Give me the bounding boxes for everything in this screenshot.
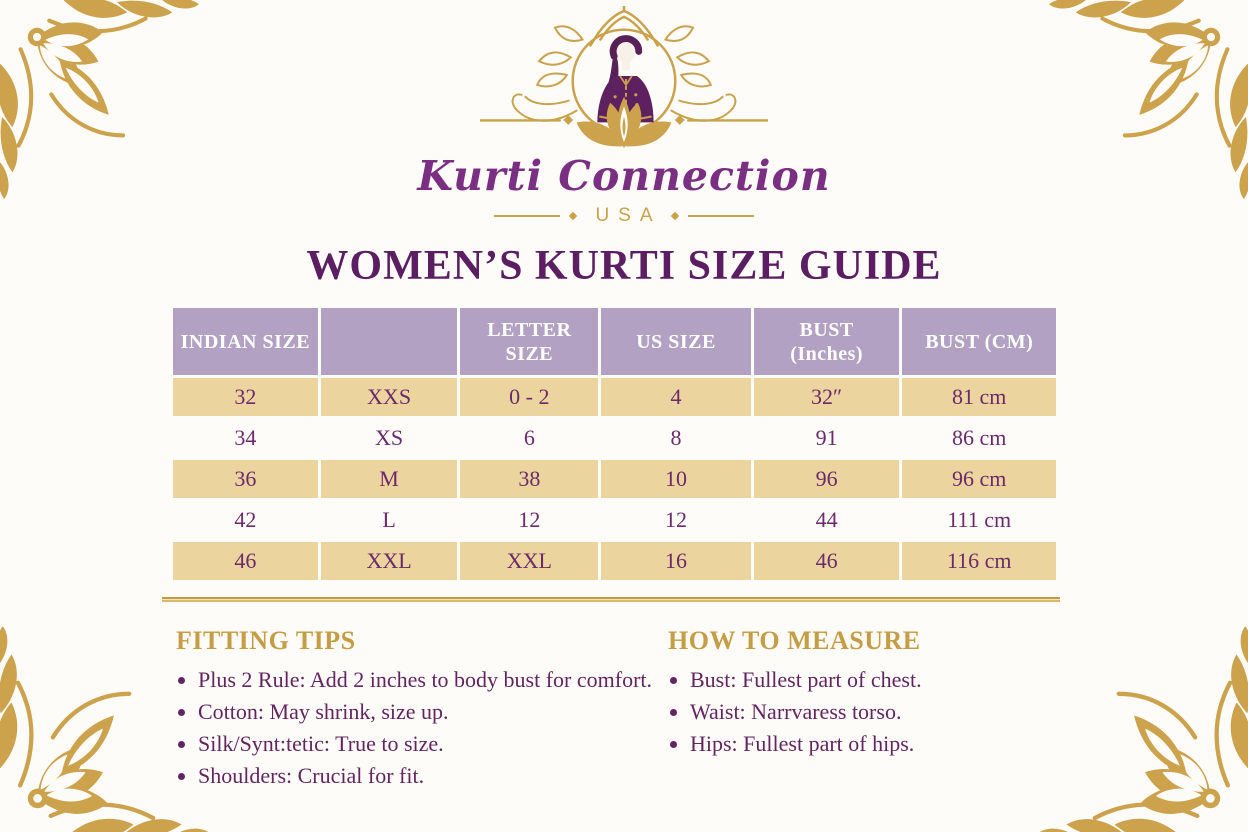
table-cell: L xyxy=(382,507,396,532)
brand-emblem-icon xyxy=(479,6,769,149)
fitting-tips-list: Plus 2 Rule: Add 2 inches to body bust f… xyxy=(176,664,662,792)
table-header-row: INDIAN SIZE LETTER SIZE US SIZE BUST (In… xyxy=(173,308,1056,375)
table-row: 36 M 38 10 96 96 cm xyxy=(173,460,1056,498)
table-cell: 46 xyxy=(753,542,900,580)
table-cell: 32″ xyxy=(753,378,900,416)
column-header-us-size: US SIZE xyxy=(601,308,751,375)
table-cell: 44 xyxy=(815,507,838,532)
table-cell: 4 xyxy=(601,378,751,416)
how-to-measure-heading: HOW TO MEASURE xyxy=(668,626,921,655)
floral-corner-icon xyxy=(0,0,199,199)
table-cell: 42 xyxy=(234,507,257,532)
page-title: WOMEN’S KURTI SIZE GUIDE xyxy=(306,243,942,289)
table-cell: 46 xyxy=(173,542,318,580)
table-cell: 81 cm xyxy=(902,378,1056,416)
diamond-icon xyxy=(670,211,679,221)
divider-line-left xyxy=(494,215,561,217)
table-cell: 10 xyxy=(601,460,751,498)
table-cell: 34 xyxy=(234,425,257,450)
column-header-letter-size: LETTER SIZE xyxy=(460,308,599,375)
table-cell: 111 cm xyxy=(947,507,1012,532)
section-divider xyxy=(162,597,1060,602)
column-header-bust-cm: BUST (CM) xyxy=(902,308,1056,375)
list-item: Silk/Synt:tetic: True to size. xyxy=(198,728,662,760)
table-cell: 38 xyxy=(460,460,599,498)
brand-name: Kurti Connection xyxy=(417,152,831,200)
floral-corner-ornament-top-left xyxy=(0,0,201,201)
column-header-bust-inches: BUST (Inches) xyxy=(753,308,900,375)
column-header-indian-size: INDIAN SIZE xyxy=(173,308,318,375)
table-cell: M xyxy=(320,460,458,498)
table-cell: 16 xyxy=(601,542,751,580)
table-cell: 116 cm xyxy=(902,542,1056,580)
table-cell: XXL xyxy=(460,542,599,580)
fitting-tips-heading: FITTING TIPS xyxy=(176,626,356,655)
table-cell: 86 cm xyxy=(952,425,1007,450)
table-cell: 8 xyxy=(670,425,682,450)
table-cell: 6 xyxy=(523,425,535,450)
brand-region-row: USA xyxy=(344,205,904,227)
table-cell: 36 xyxy=(173,460,318,498)
table-row: 42 L 12 12 44 111 cm xyxy=(173,501,1056,539)
table-cell: 12 xyxy=(518,507,541,532)
floral-corner-ornament-top-right xyxy=(1047,0,1248,201)
list-item: Waist: Narrvaress torso. xyxy=(690,696,1098,728)
list-item: Plus 2 Rule: Add 2 inches to body bust f… xyxy=(198,664,662,696)
list-item: Cotton: May shrink, size up. xyxy=(198,696,662,728)
table-cell: 32 xyxy=(173,378,318,416)
list-item: Shoulders: Crucial for fit. xyxy=(198,760,662,792)
floral-corner-icon xyxy=(1049,0,1248,199)
size-table: INDIAN SIZE LETTER SIZE US SIZE BUST (In… xyxy=(173,308,1056,580)
table-cell: XXL xyxy=(320,542,458,580)
how-to-measure-section: HOW TO MEASURE Bust: Fullest part of che… xyxy=(668,626,1098,760)
list-item: Hips: Fullest part of hips. xyxy=(690,728,1098,760)
table-cell: 0 - 2 xyxy=(460,378,599,416)
table-cell: 91 xyxy=(815,425,838,450)
diamond-icon xyxy=(569,211,578,221)
table-row: 32 XXS 0 - 2 4 32″ 81 cm xyxy=(173,378,1056,416)
fitting-tips-section: FITTING TIPS Plus 2 Rule: Add 2 inches t… xyxy=(176,626,662,792)
table-cell: XXS xyxy=(320,378,458,416)
table-cell: 12 xyxy=(665,507,688,532)
lotus-icon xyxy=(576,96,672,149)
how-to-measure-list: Bust: Fullest part of chest. Waist: Narr… xyxy=(668,664,1098,760)
brand-logo: Kurti Connection USA xyxy=(344,6,904,227)
table-cell: 96 xyxy=(753,460,900,498)
list-item: Bust: Fullest part of chest. xyxy=(690,664,1098,696)
table-cell: 96 cm xyxy=(902,460,1056,498)
divider-line-right xyxy=(687,215,754,217)
table-cell: XS xyxy=(374,425,404,450)
table-row: 46 XXL XXL 16 46 116 cm xyxy=(173,542,1056,580)
column-header-blank xyxy=(320,308,458,375)
table-row: 34 XS 6 8 91 86 cm xyxy=(173,419,1056,457)
brand-region: USA xyxy=(595,205,662,226)
